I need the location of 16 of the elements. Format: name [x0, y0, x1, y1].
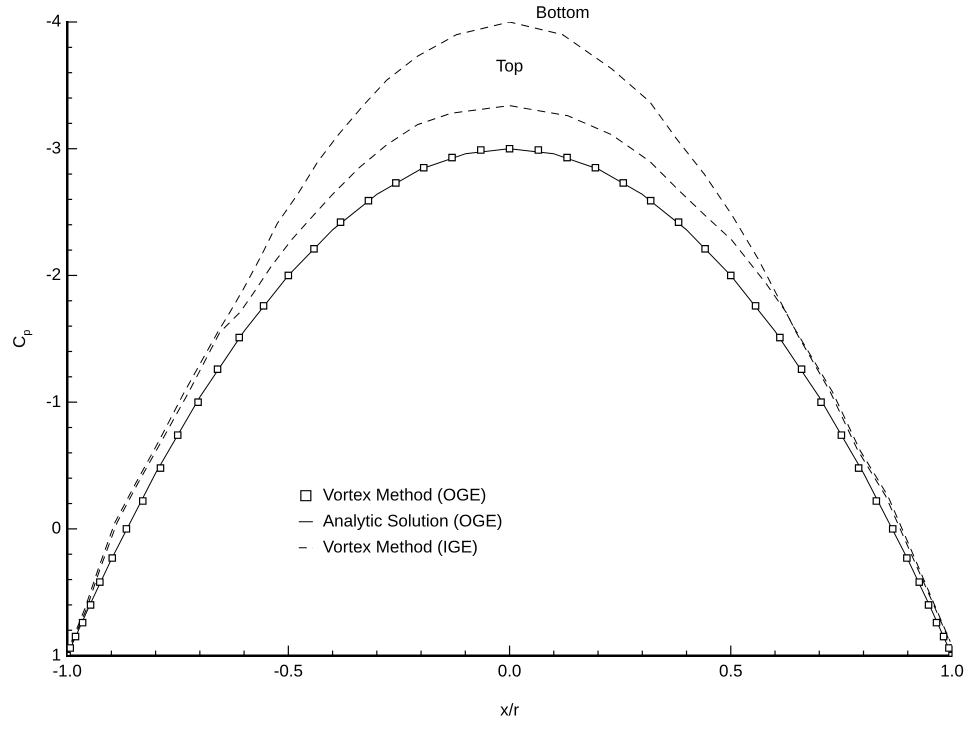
y-tick-label: -3	[46, 138, 62, 158]
x-axis-title: x/r	[500, 700, 520, 720]
x-tick-label: 0.5	[718, 661, 743, 680]
legend-label: Analytic Solution (OGE)	[322, 511, 502, 530]
x-tick-label: -0.5	[274, 661, 303, 680]
legend-label: Vortex Method (OGE)	[322, 485, 486, 504]
y-tick-label: 0	[52, 518, 62, 538]
y-axis-title: Cp	[10, 330, 34, 348]
annotation: Bottom	[536, 3, 590, 22]
y-tick-label: -1	[46, 392, 62, 411]
y-tick-label: -2	[46, 265, 62, 284]
annotation: Top	[496, 56, 524, 76]
y-tick-label: -4	[46, 12, 62, 31]
legend-label: Vortex Method (IGE)	[322, 537, 478, 556]
x-tick-label: 0.0	[498, 661, 522, 680]
x-tick-label: 1.0	[940, 661, 964, 680]
